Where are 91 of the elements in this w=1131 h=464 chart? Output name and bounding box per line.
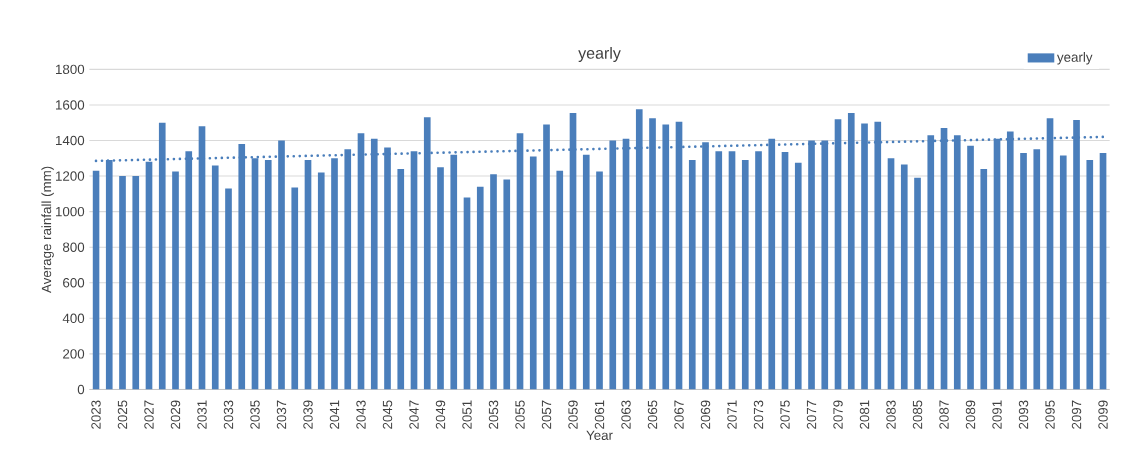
x-tick-label: 2079 [833, 400, 843, 429]
bar [781, 151, 789, 390]
x-tick-label: 2029 [170, 400, 181, 429]
bar [794, 162, 802, 390]
y-tick-label: 1200 [56, 171, 85, 181]
bar [225, 188, 232, 390]
x-tick-label: 2035 [250, 400, 260, 429]
x-tick-label: 2083 [886, 400, 896, 429]
x-tick-label: 2097 [1071, 400, 1082, 429]
x-tick-label: 2053 [488, 400, 499, 429]
bar [967, 145, 974, 390]
bar [503, 179, 511, 390]
bar [317, 172, 325, 390]
x-tick-label: 2067 [674, 400, 684, 429]
x-tick-label: 2025 [117, 400, 128, 429]
x-tick-label: 2033 [223, 400, 234, 429]
y-tick-label: 1800 [56, 64, 85, 74]
x-tick-label: 2043 [356, 400, 366, 429]
x-tick-label: 2077 [806, 400, 817, 429]
bar [582, 154, 590, 390]
x-tick-label: 2095 [1045, 400, 1055, 429]
x-tick-label: 2057 [541, 400, 552, 429]
x-tick-label: 2089 [965, 400, 976, 429]
x-tick-label: 2065 [647, 400, 658, 429]
x-tick-label: 2027 [144, 400, 154, 429]
x-tick-label: 2037 [276, 400, 287, 429]
bar [397, 168, 405, 390]
bar [900, 164, 908, 390]
bar [887, 158, 895, 390]
x-tick-label: 2069 [700, 400, 711, 429]
bar [715, 151, 723, 390]
bar [741, 159, 749, 390]
y-axis-title: Average rainfall (mm) [41, 166, 54, 293]
chart-title: yearly [578, 47, 621, 62]
x-tick-label: 2039 [303, 400, 313, 429]
bar [211, 165, 219, 390]
y-tick-label: 1600 [56, 100, 85, 110]
bar [914, 177, 921, 390]
bar [92, 170, 100, 390]
bar [291, 187, 299, 390]
bar [556, 170, 564, 390]
x-tick-label: 2075 [780, 400, 790, 429]
x-tick-label: 2023 [91, 400, 101, 429]
y-tick-label: 1000 [56, 206, 85, 217]
bar [476, 186, 484, 390]
legend-label: yearly [1056, 52, 1093, 65]
bar [1086, 159, 1094, 390]
bar [490, 174, 497, 390]
x-tick-label: 2047 [409, 400, 419, 429]
y-tick-label: 1400 [56, 135, 85, 146]
bar [529, 156, 537, 390]
x-tick-label: 2093 [1018, 400, 1029, 429]
x-tick-label: 2087 [939, 400, 949, 429]
x-tick-label: 2061 [594, 400, 605, 429]
y-tick-label: 800 [62, 242, 85, 252]
bar [463, 197, 471, 390]
x-tick-label: 2063 [621, 400, 631, 429]
bar [132, 175, 140, 390]
x-tick-label: 2081 [859, 400, 870, 429]
x-tick-label: 2041 [329, 400, 340, 429]
x-tick-label: 2049 [435, 400, 446, 429]
x-tick-label: 2051 [462, 400, 472, 429]
bar [755, 151, 762, 390]
x-tick-label: 2073 [753, 400, 764, 429]
y-tick-label: 400 [62, 313, 85, 323]
bar [437, 167, 444, 390]
bar [1059, 155, 1067, 390]
x-tick-label: 2085 [912, 400, 923, 429]
x-tick-label: 2045 [382, 400, 393, 429]
bar [1033, 149, 1041, 390]
x-tick-label: 2031 [197, 400, 207, 429]
y-tick-label: 600 [63, 277, 85, 288]
bar [304, 159, 312, 390]
bar [1020, 152, 1027, 390]
bar [172, 171, 179, 390]
bar [119, 175, 126, 390]
bar [688, 159, 696, 390]
bar [1099, 152, 1107, 390]
x-axis-title: Year [586, 430, 613, 440]
bar [596, 171, 603, 390]
bar [980, 168, 988, 390]
y-tick-label: 200 [63, 349, 85, 359]
bar [331, 158, 338, 390]
x-tick-label: 2099 [1098, 400, 1108, 429]
bar [264, 159, 272, 390]
x-tick-label: 2055 [515, 400, 525, 429]
y-tick-label: 0 [77, 384, 85, 395]
bar [728, 151, 736, 390]
x-tick-label: 2059 [568, 400, 578, 429]
x-tick-label: 2091 [992, 400, 1002, 429]
x-tick-label: 2071 [727, 400, 737, 429]
